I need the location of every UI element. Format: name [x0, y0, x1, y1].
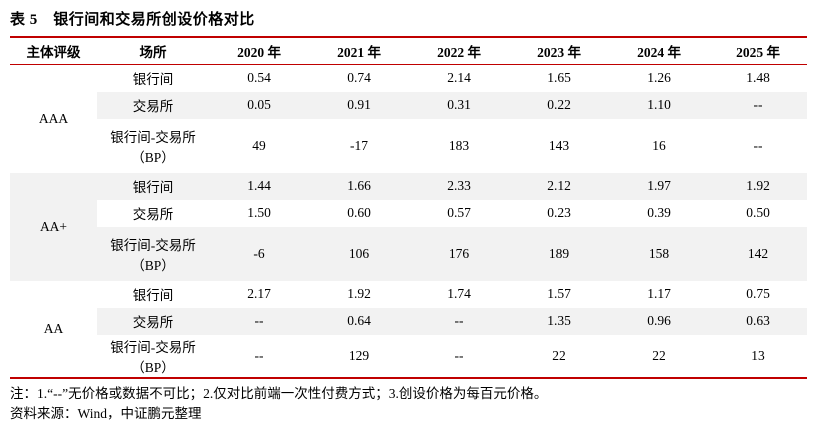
value-cell: 0.05 [247, 97, 271, 112]
value-cell: 0.39 [647, 205, 671, 220]
table-row: 交易所 1.50 0.60 0.57 0.23 0.39 0.50 [10, 200, 807, 227]
header-year: 2025 年 [709, 37, 807, 65]
value-cell: 142 [747, 245, 769, 261]
source-text: 资料来源：Wind，中证鹏元整理 [10, 406, 202, 422]
value-cell: 49 [252, 137, 266, 153]
venue-cell: 银行间-交易所 （BP） [97, 227, 209, 281]
value-cell: 1.17 [647, 286, 671, 301]
value-cell: 22 [552, 347, 566, 363]
value-cell: 0.23 [547, 205, 571, 220]
value-cell: 13 [751, 347, 765, 363]
value-cell: 0.75 [746, 286, 770, 301]
value-cell: 0.96 [647, 313, 671, 328]
value-cell: 0.74 [347, 70, 371, 86]
table-row: 交易所 0.05 0.91 0.31 0.22 1.10 -- [10, 91, 807, 119]
value-cell: 16 [652, 137, 666, 153]
venue-cell: 银行间-交易所 （BP） [97, 119, 209, 173]
table-row: AA+ 银行间 1.44 1.66 2.33 2.12 1.97 1.92 [10, 172, 807, 281]
value-cell: 1.48 [746, 70, 770, 86]
value-cell: 0.64 [347, 313, 371, 328]
venue-label-unit: （BP） [131, 149, 175, 165]
table-row: AAA 银行间 0.54 0.74 2.14 1.65 1.26 1.48 [10, 64, 807, 173]
value-cell: -- [254, 313, 264, 328]
value-cell: -- [454, 347, 464, 363]
value-cell: 1.92 [746, 178, 770, 193]
venue-cell: 交易所 [132, 207, 174, 222]
price-comparison-table: 主体评级 场所 2020 年 2021 年 2022 年 2023 年 2024… [10, 36, 807, 379]
value-cell: 1.10 [647, 97, 671, 112]
value-cell: -- [753, 97, 763, 112]
value-cell: -- [753, 137, 763, 153]
table-row: AA 银行间 2.17 1.92 1.74 1.57 1.17 0.75 [10, 280, 807, 378]
header-rating: 主体评级 [10, 37, 97, 65]
venue-label: 银行间-交易所 [110, 129, 196, 145]
venue-cell: 银行间 [132, 180, 174, 195]
value-cell: 2.17 [247, 286, 271, 301]
value-cell: 1.35 [547, 313, 571, 328]
value-cell: 1.65 [547, 70, 571, 86]
venue-cell: 交易所 [132, 315, 174, 330]
notes-text: 注：1.“--”无价格或数据不可比；2.仅对比前端一次性付费方式；3.创设价格为… [10, 385, 548, 401]
header-year: 2023 年 [509, 37, 609, 65]
table-footnotes: 注：1.“--”无价格或数据不可比；2.仅对比前端一次性付费方式；3.创设价格为… [10, 384, 810, 425]
value-cell: 176 [448, 245, 470, 261]
venue-label: 银行间-交易所 [110, 237, 196, 253]
header-year: 2024 年 [609, 37, 709, 65]
value-cell: 1.92 [347, 286, 371, 301]
value-cell: 0.63 [746, 313, 770, 328]
value-cell: 1.57 [547, 286, 571, 301]
table-row: 银行间-交易所 （BP） 49 -17 183 143 16 -- [10, 119, 807, 173]
page-title: 表 5 银行间和交易所创设价格对比 [10, 12, 255, 28]
table-row: 银行间-交易所 （BP） -- 129 -- 22 22 13 [10, 335, 807, 378]
value-cell: 189 [548, 245, 570, 261]
venue-cell: 交易所 [132, 99, 174, 114]
venue-cell: 银行间 [132, 288, 174, 303]
value-cell: 1.44 [247, 178, 271, 193]
value-cell: 106 [348, 245, 370, 261]
table-row: 银行间-交易所 （BP） -6 106 176 189 158 142 [10, 226, 807, 281]
venue-cell: 银行间 [132, 72, 174, 88]
rating-cell: AAA [10, 64, 97, 173]
value-cell: 0.54 [247, 70, 271, 86]
value-cell: 0.57 [447, 205, 471, 220]
value-cell: -- [254, 347, 264, 363]
value-cell: 1.74 [447, 286, 471, 301]
value-cell: 0.60 [347, 205, 371, 220]
value-cell: 0.31 [447, 97, 471, 112]
value-cell: 0.91 [347, 97, 371, 112]
value-cell: 129 [348, 347, 370, 363]
value-cell: 22 [652, 347, 666, 363]
rating-cell: AA [10, 280, 97, 378]
venue-label-unit: （BP） [131, 257, 175, 273]
value-cell: 0.22 [547, 97, 571, 112]
value-cell: 2.14 [447, 70, 471, 86]
value-cell: -6 [253, 245, 265, 261]
value-cell: 1.97 [647, 178, 671, 193]
value-cell: 183 [448, 137, 470, 153]
table-header: 主体评级 场所 2020 年 2021 年 2022 年 2023 年 2024… [10, 37, 807, 65]
value-cell: 0.50 [746, 205, 770, 220]
value-cell: 2.33 [447, 178, 471, 193]
header-year: 2021 年 [309, 37, 409, 65]
table-row: 交易所 -- 0.64 -- 1.35 0.96 0.63 [10, 307, 807, 335]
venue-label-unit: （BP） [131, 359, 175, 375]
value-cell: 1.26 [647, 70, 671, 86]
header-row: 主体评级 场所 2020 年 2021 年 2022 年 2023 年 2024… [10, 37, 807, 65]
header-venue: 场所 [97, 37, 209, 65]
value-cell: 1.66 [347, 178, 371, 193]
value-cell: 2.12 [547, 178, 571, 193]
value-cell: 143 [548, 137, 570, 153]
rating-cell: AA+ [10, 172, 97, 281]
venue-cell: 银行间-交易所 （BP） [97, 335, 209, 378]
venue-label: 银行间-交易所 [110, 339, 196, 355]
value-cell: 1.50 [247, 205, 271, 220]
header-year: 2020 年 [209, 37, 309, 65]
value-cell: 158 [648, 245, 670, 261]
value-cell: -17 [350, 137, 368, 153]
value-cell: -- [454, 313, 464, 328]
header-year: 2022 年 [409, 37, 509, 65]
